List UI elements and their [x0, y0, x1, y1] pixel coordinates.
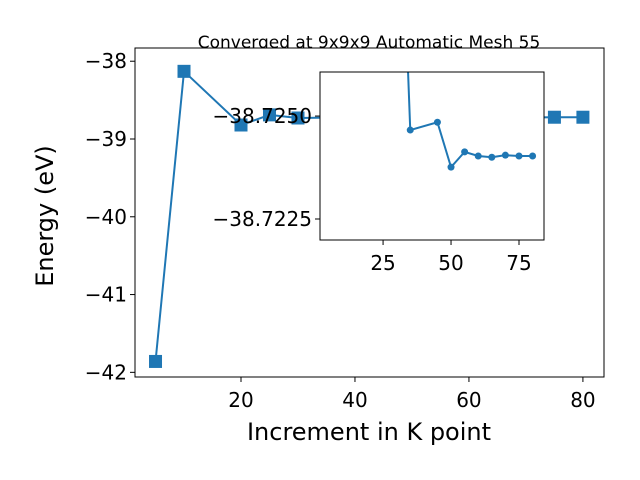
data-point — [149, 354, 163, 368]
axes-frame — [319, 71, 545, 241]
data-point — [433, 118, 441, 126]
x-tick-label: 40 — [342, 388, 367, 412]
data-point — [474, 152, 482, 160]
x-axis-label: Increment in K point — [247, 418, 491, 446]
y-tick-label: −38 — [85, 49, 127, 73]
x-tick-label: 50 — [438, 251, 463, 275]
data-point — [447, 163, 455, 171]
axes-frame — [134, 47, 605, 378]
x-tick-label: 20 — [228, 388, 253, 412]
data-point — [576, 110, 590, 124]
x-tick-label: 25 — [370, 251, 395, 275]
data-point — [177, 64, 191, 78]
data-point — [515, 152, 523, 160]
x-tick-label: 75 — [506, 251, 531, 275]
x-tick-label: 80 — [570, 388, 595, 412]
y-axis-label: Energy (eV) — [31, 145, 59, 287]
y-tick-label: −40 — [85, 205, 127, 229]
data-point — [501, 151, 509, 159]
data-point — [406, 126, 414, 134]
data-point — [547, 110, 561, 124]
y-tick-label: −38.7225 — [213, 207, 312, 231]
y-tick-label: −41 — [85, 283, 127, 307]
data-point — [488, 153, 496, 161]
data-point — [461, 148, 469, 156]
y-tick-label: −42 — [85, 360, 127, 384]
plot-area — [406, 72, 537, 171]
data-point — [529, 152, 537, 160]
data-point — [234, 118, 248, 132]
y-tick-label: −39 — [85, 127, 127, 151]
y-tick-label: −38.7250 — [213, 104, 312, 128]
data-point — [262, 108, 276, 122]
data-point — [291, 111, 305, 125]
series-line — [407, 72, 533, 170]
x-tick-label: 60 — [456, 388, 481, 412]
